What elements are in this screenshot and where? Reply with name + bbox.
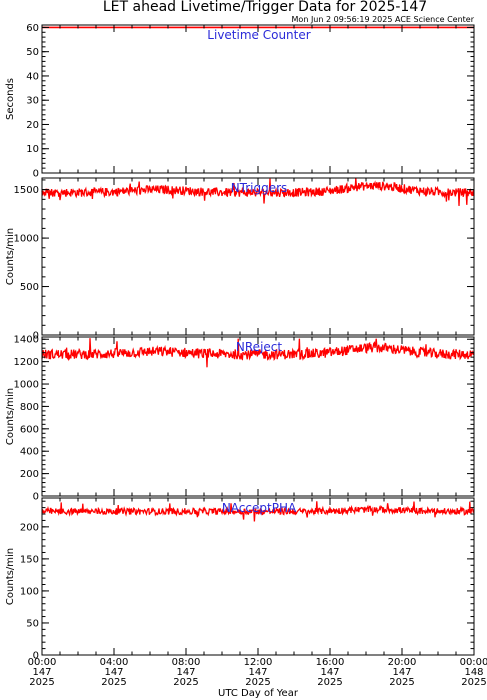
- x-tick-label: 16:00: [316, 657, 345, 668]
- x-tick-label: 2025: [245, 677, 270, 688]
- plot-frame: [41, 177, 475, 336]
- plot-frame: [41, 24, 475, 174]
- series-line-4: [41, 501, 475, 522]
- chart-panel-4: 0 50 100 150 200 Counts/min NAcceptPHA: [5, 497, 475, 662]
- y-axis-label: Counts/min: [5, 548, 16, 605]
- x-tick-label: 12:00: [244, 657, 273, 668]
- panel-label: NAcceptPHA: [222, 501, 297, 515]
- panel-label: NReject: [236, 340, 282, 354]
- x-tick-label: 147: [392, 667, 411, 678]
- y-tick-label: 60: [26, 23, 39, 34]
- chart-panel-2: 0 500 1000 1500 Counts/min NTriggers: [5, 177, 475, 342]
- x-tick-label: 147: [32, 667, 51, 678]
- timestamp-label: Mon Jun 2 09:56:19 2025 ACE Science Cent…: [292, 15, 475, 24]
- x-tick-label: 04:00: [100, 657, 129, 668]
- x-tick-label: 2025: [389, 677, 414, 688]
- chart-title: LET ahead Livetime/Trigger Data for 2025…: [103, 0, 427, 15]
- y-tick-label: 30: [26, 96, 39, 107]
- y-tick-label: 1200: [14, 357, 39, 368]
- x-tick-label: 00:00: [460, 657, 487, 668]
- x-tick-label: 2025: [101, 677, 126, 688]
- y-tick-label: 0: [33, 492, 39, 503]
- x-tick-label: 2025: [461, 677, 486, 688]
- y-axis-label: Seconds: [5, 78, 16, 120]
- x-tick-label: 148: [464, 667, 483, 678]
- chart-panel-3: 0 200 400 600 800 1000 1200 1400 Counts/min NReje…: [5, 335, 475, 503]
- y-tick-label: 1500: [14, 185, 39, 196]
- y-tick-label: 40: [26, 71, 39, 82]
- y-axis-label: Counts/min: [5, 228, 16, 285]
- y-tick-label: 20: [26, 120, 39, 131]
- y-tick-label: 1000: [14, 380, 39, 391]
- x-tick-label: 147: [176, 667, 195, 678]
- x-axis-label: UTC Day of Year: [218, 688, 299, 699]
- x-tick-label: 2025: [29, 677, 54, 688]
- y-tick-label: 50: [26, 618, 39, 629]
- panel-label: Livetime Counter: [207, 28, 310, 42]
- x-tick-label: 2025: [173, 677, 198, 688]
- y-tick-label: 10: [26, 144, 39, 155]
- y-tick-label: 200: [20, 469, 39, 480]
- y-tick-label: 500: [20, 282, 39, 293]
- plot-frame: [41, 336, 475, 497]
- y-tick-label: 1000: [14, 234, 39, 245]
- x-tick-label: 2025: [317, 677, 342, 688]
- y-tick-label: 50: [26, 47, 39, 58]
- y-tick-label: 0: [33, 651, 39, 662]
- x-tick-label: 00:00: [28, 657, 57, 668]
- x-tick-label: 147: [104, 667, 123, 678]
- chart-panel-1: 0 10 20 30 40 50 60 Seconds Livetime Counter: [5, 23, 475, 180]
- series-line-2: [41, 177, 475, 206]
- series-line-3: [41, 338, 475, 368]
- plot-frame: [41, 497, 475, 656]
- x-tick-label: 08:00: [172, 657, 201, 668]
- x-axis-tick-labels: 00:00147202504:00147202508:00147202512:0…: [28, 657, 487, 688]
- y-tick-label: 0: [33, 331, 39, 342]
- panel-label: NTriggers: [231, 181, 288, 195]
- y-tick-label: 800: [20, 402, 39, 413]
- x-tick-label: 20:00: [388, 657, 417, 668]
- y-tick-label: 600: [20, 424, 39, 435]
- y-tick-label: 150: [20, 554, 39, 565]
- y-tick-label: 200: [20, 522, 39, 533]
- y-axis-label: Counts/min: [5, 388, 16, 445]
- y-tick-label: 1400: [14, 335, 39, 346]
- y-tick-label: 400: [20, 447, 39, 458]
- y-tick-label: 100: [20, 586, 39, 597]
- x-tick-label: 147: [248, 667, 267, 678]
- y-tick-label: 0: [33, 169, 39, 180]
- x-tick-label: 147: [320, 667, 339, 678]
